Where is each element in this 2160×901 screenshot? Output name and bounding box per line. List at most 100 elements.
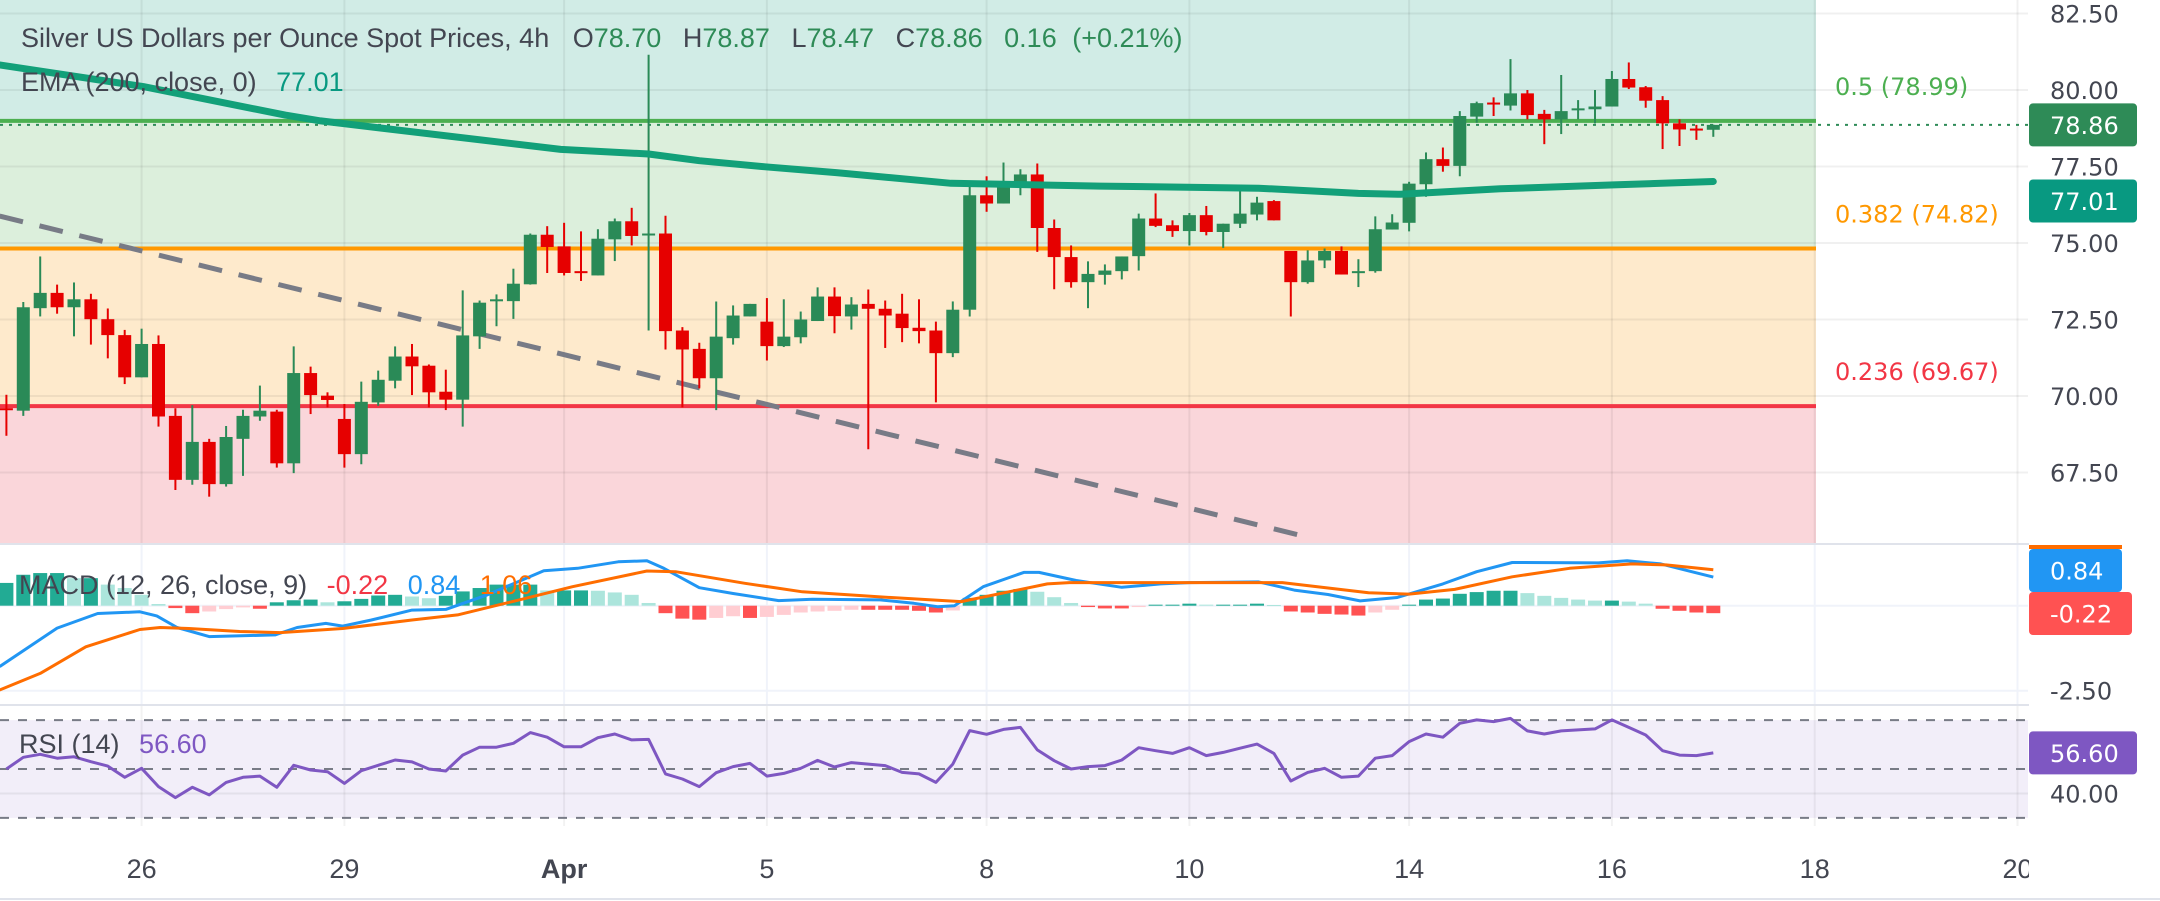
candle [371,370,385,406]
histogram-bar [1013,589,1028,606]
candle [1689,124,1703,140]
close-value: 78.86 [915,23,983,53]
candle-body [844,304,858,317]
histogram-bar [252,605,267,609]
candle-body [574,271,588,274]
histogram-bar [438,595,453,606]
candle-body [304,373,318,396]
histogram-bar [303,599,318,606]
candle [337,403,351,468]
candle-body [1537,113,1551,120]
histogram-bar [388,594,403,606]
histogram-bar [1216,604,1231,606]
histogram-bar [1148,604,1163,606]
candle-body [1571,108,1585,111]
rsi-legend[interactable]: RSI (14) 56.60 [19,729,207,759]
candle [1267,200,1281,221]
histogram-bar [1520,593,1535,606]
time-axis[interactable]: 26 29 Apr 5 8 10 14 16 18 20 [127,830,2160,898]
ema-price-badge-text: 77.01 [2050,188,2119,216]
candle-body [557,246,571,273]
histogram-bar [83,578,98,606]
histogram-bar [236,605,250,608]
candle [1571,100,1585,120]
candle [405,343,419,396]
histogram-bar [168,605,183,609]
candle-body [828,296,841,317]
candle-body [709,336,723,379]
candle-body [1436,159,1450,166]
last-price-badge-text: 78.86 [2050,112,2119,140]
histogram-bar [1283,605,1298,612]
candle-body [1013,174,1027,183]
candle [219,425,233,487]
trendline[interactable] [0,213,1307,540]
histogram-bar [269,602,284,606]
histogram-bar [1064,602,1079,606]
candle-body [1047,228,1061,258]
histogram-bar [945,605,960,611]
candle-body [777,336,791,347]
high-label: H [683,23,703,53]
candle-body [1588,106,1602,110]
candle [828,287,841,334]
price-axis-label: 75.00 [2050,230,2119,258]
candle [946,301,960,358]
ema-price-badge: 77.01 [2029,179,2137,223]
ema-legend[interactable]: EMA (200, close, 0) 77.01 [21,67,344,97]
histogram-bar [1604,600,1619,606]
candle [1436,147,1450,172]
trendline-segment[interactable] [0,213,1307,540]
macd-legend[interactable]: MACD (12, 26, close, 9) -0.22 0.84 1.06 [19,570,532,600]
candle [304,366,318,415]
histogram-bar [117,588,132,606]
candle [16,302,30,416]
open-value: 78.70 [594,23,662,53]
candle [439,369,453,411]
time-axis-label: 8 [979,854,994,884]
candle [1639,86,1653,108]
histogram-bar [1266,605,1281,607]
price-pane[interactable] [0,0,2028,544]
candle [760,298,774,361]
candle-body [1351,271,1365,274]
histogram-bar [1638,603,1653,606]
macd-histogram [0,573,1721,620]
time-axis-corner [2029,830,2160,898]
candle-body [152,343,165,417]
candle-body [1216,223,1230,232]
candle-body [371,379,385,403]
ema-legend-label: EMA (200, close, 0) [21,67,257,97]
candle [794,311,808,344]
candle-body [1419,159,1433,185]
histogram-bar [1452,593,1467,606]
candle-body [321,395,334,400]
candle [84,293,98,345]
candle-body [422,365,436,393]
candle-body [456,335,470,400]
rsi-value-badge: 56.60 [2029,731,2137,775]
price-gridlines [0,0,2028,543]
histogram-bar [1250,603,1264,606]
histogram-bar [1165,604,1180,606]
candle [1318,248,1332,269]
macd-pane[interactable] [0,544,2028,705]
candle [1115,256,1129,280]
macd-legend-signal-value: 1.06 [480,570,533,600]
rsi-pane[interactable] [0,705,2028,826]
candle [675,327,689,408]
candle [1233,187,1247,229]
candle-body [608,221,622,240]
candle [1385,214,1399,230]
price-axis[interactable]: 82.50 80.00 77.50 75.00 72.50 70.00 67.50 -2.50… [2029,1,2137,809]
histogram-bar [50,573,65,606]
histogram-bar [1554,597,1569,606]
price-axis-label: 77.50 [2050,154,2119,182]
candle-body [1520,93,1534,116]
ema-legend-value: 77.01 [276,67,344,97]
candle-body [1470,103,1484,117]
symbol-title: Silver US Dollars per Ounce Spot Prices,… [21,23,549,53]
histogram-bar [979,594,994,606]
histogram-bar [844,605,859,610]
